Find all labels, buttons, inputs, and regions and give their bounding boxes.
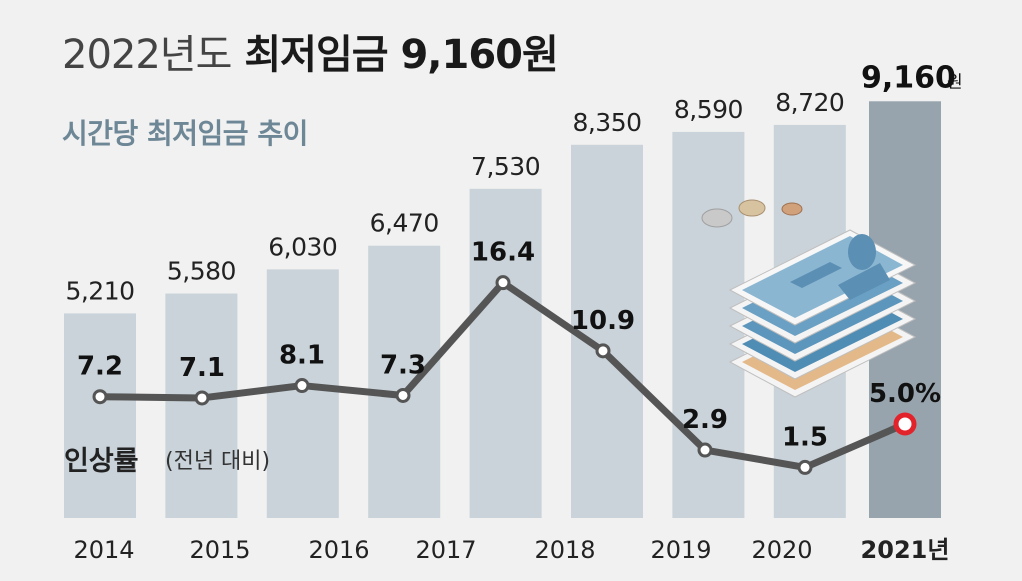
bar-2014 (64, 313, 136, 518)
title-main: 최저임금 9,160원 (244, 32, 558, 78)
bar-2018 (469, 188, 542, 518)
growth-value-label: 5.0% (869, 379, 941, 409)
growth-point (495, 275, 511, 291)
growth-value-label: 7.1 (179, 353, 225, 383)
growth-value-label: 8.1 (279, 341, 325, 371)
growth-point (395, 387, 411, 403)
growth-line-group: 7.2 7.1 8.1 7.3 16.4 10.9 2.9 1.5 5.0% (77, 238, 941, 475)
highlight-value-label: 9,160 (861, 60, 956, 95)
growth-legend-label: 인상률 (64, 446, 139, 477)
bar-value-label: 5,210 (65, 276, 134, 305)
growth-value-label: 16.4 (471, 238, 535, 268)
growth-point (697, 442, 713, 458)
x-tick-label: 2016 (308, 536, 369, 564)
x-tick-label: 2019 (650, 536, 711, 564)
x-tick-label: 2018 (534, 536, 595, 564)
growth-point (595, 343, 611, 359)
growth-value-label: 7.3 (380, 350, 426, 380)
growth-point (92, 389, 108, 405)
growth-legend-note: (전년 대비) (165, 449, 270, 474)
growth-point (797, 459, 813, 475)
x-tick-label: 2020 (751, 536, 812, 564)
growth-value-label: 7.2 (77, 352, 123, 382)
bar-2015 (165, 293, 238, 518)
coin-icon (701, 199, 803, 228)
bar-value-label: 6,470 (370, 209, 439, 238)
growth-legend: 인상률 (전년 대비) (64, 446, 270, 477)
money-illustration (701, 199, 917, 398)
x-axis-labels: 2014 2015 2016 2017 2018 2019 2020 2021년 (73, 536, 949, 564)
growth-point (294, 378, 310, 394)
growth-point (194, 390, 210, 406)
bar-value-label: 8,590 (674, 95, 743, 124)
growth-value-label: 1.5 (782, 422, 828, 452)
bar-value-label: 5,580 (167, 257, 236, 286)
growth-point-highlight (893, 412, 917, 436)
x-tick-label: 2014 (73, 536, 134, 564)
highlight-unit-label: 원 (947, 72, 963, 92)
chart-subtitle: 시간당 최저임금 추이 (62, 117, 308, 150)
x-tick-label: 2015 (189, 536, 250, 564)
bar-2017 (368, 245, 441, 518)
banknotes-icon (728, 229, 917, 398)
growth-value-label: 2.9 (682, 405, 728, 435)
bar-value-label: 7,530 (471, 152, 540, 181)
bar-2019 (571, 144, 643, 518)
title-year: 2022년도 (62, 32, 232, 78)
x-tick-label: 2017 (415, 536, 476, 564)
bar-value-label: 6,030 (268, 232, 337, 261)
x-tick-label: 2021년 (861, 536, 950, 564)
growth-value-label: 10.9 (571, 306, 635, 336)
page-title: 2022년도 최저임금 9,160원 (62, 22, 559, 80)
bar-value-label: 8,720 (775, 88, 844, 117)
bar-2016 (266, 269, 339, 518)
bar-value-label: 8,350 (572, 108, 641, 137)
